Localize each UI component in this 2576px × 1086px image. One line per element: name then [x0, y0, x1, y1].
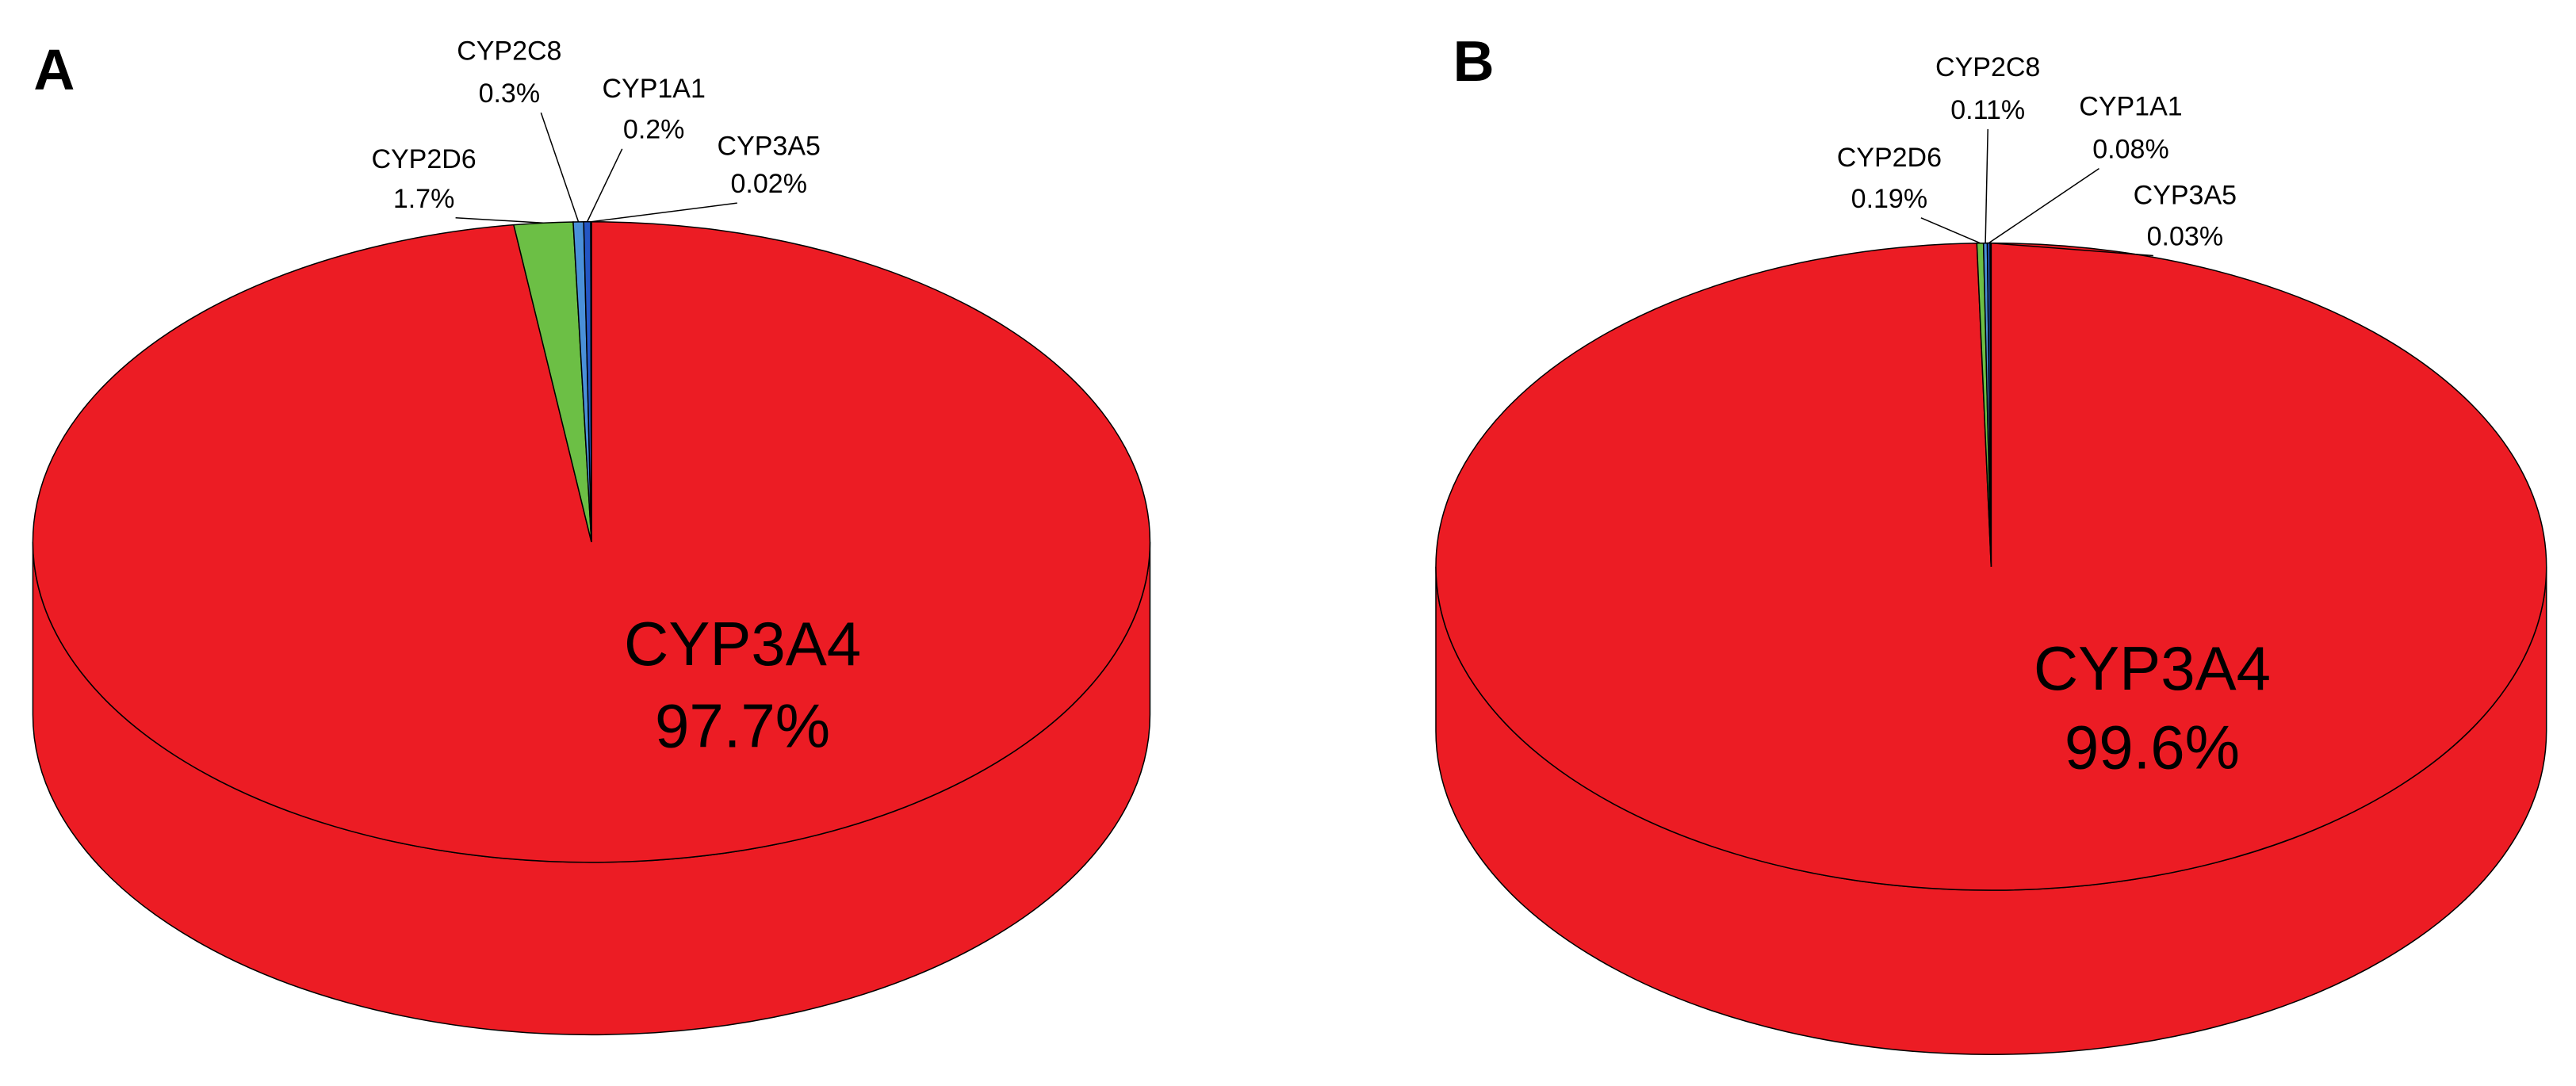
leader-line [586, 148, 623, 223]
slice-value-label: 97.7% [655, 691, 830, 761]
slice-label: CYP2C8 [1935, 52, 2040, 82]
slice-value-label: 99.6% [2065, 713, 2240, 782]
slice-label: CYP3A5 [2134, 181, 2237, 211]
slice-value-label: 0.03% [2147, 221, 2223, 251]
slice-label: CYP2C8 [457, 36, 561, 66]
leader-line [540, 112, 580, 223]
pie-side [1436, 567, 2547, 1054]
slice-value-label: 0.19% [1851, 184, 1927, 214]
pie-chart: B CYP3A4 99.6% CYP2D6 0.19% CYP2C8 0.11% CYP1A1… [1436, 30, 2547, 1054]
leader-line [1988, 168, 2099, 244]
slice-label: CYP3A4 [624, 609, 861, 679]
leader-line [591, 202, 737, 223]
leader-line [1920, 217, 1981, 244]
slice-value-label: 0.2% [623, 115, 685, 145]
panel-label: B [1453, 30, 1495, 94]
slice-label: CYP3A4 [2034, 633, 2271, 703]
slice-label: CYP3A5 [718, 131, 821, 161]
slice-label: CYP2D6 [1837, 143, 1942, 173]
leader-line [455, 217, 544, 224]
slice-value-label: 0.11% [1950, 95, 2025, 125]
slice-value-label: 0.02% [731, 169, 807, 199]
slice-label: CYP1A1 [602, 74, 705, 104]
leader-line [1985, 128, 1988, 243]
pie-chart: A CYP3A4 97.7% CYP2D6 1.7% CYP2C8 0.3% CYP1A1 0.… [32, 36, 1151, 1036]
slice-label: CYP1A1 [2079, 92, 2182, 122]
leader-line [1990, 242, 2153, 257]
slice-value-label: 1.7% [393, 184, 455, 214]
slice-value-label: 0.3% [479, 78, 541, 109]
panel-label: A [33, 38, 75, 101]
slice-value-label: 0.08% [2092, 135, 2168, 165]
slice-label: CYP2D6 [371, 144, 476, 174]
